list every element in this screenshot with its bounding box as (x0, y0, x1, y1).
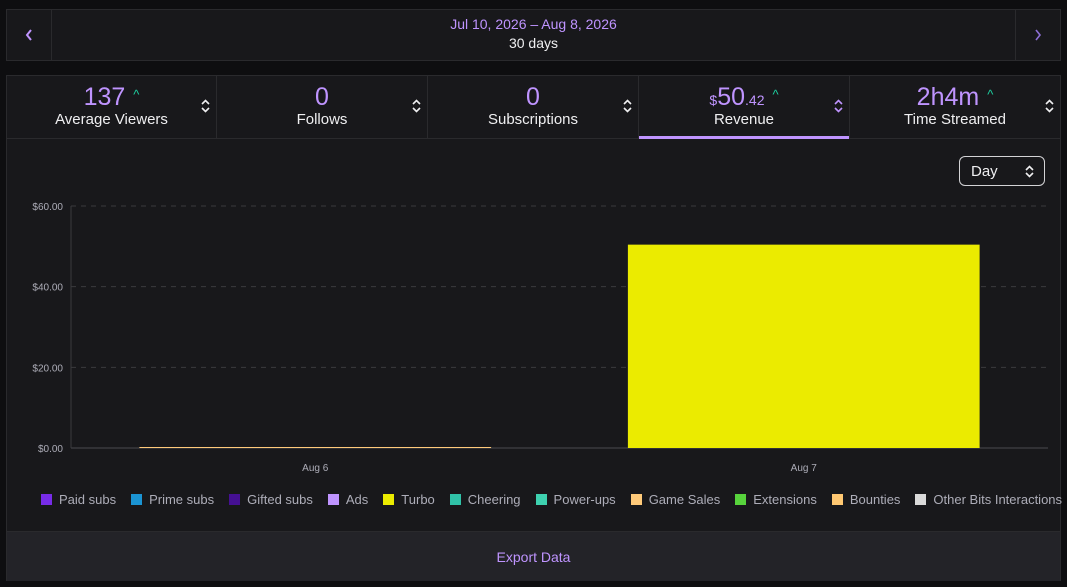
metric-label: Average Viewers (55, 111, 168, 128)
previous-period-button[interactable] (7, 10, 52, 60)
legend-swatch (229, 493, 241, 505)
legend-label: Ads (345, 491, 369, 507)
metric-currency: $ (709, 92, 718, 108)
metric-label: Time Streamed (904, 111, 1006, 128)
legend-label: Gifted subs (247, 491, 313, 507)
legend-swatch (630, 493, 642, 505)
legend-label: Extensions (753, 491, 817, 507)
legend-swatch (915, 493, 927, 505)
y-tick-label: $60.00 (32, 202, 63, 213)
legend-item[interactable]: Bounties (831, 491, 901, 507)
metric-value: 0 (315, 83, 329, 111)
date-range-display: Jul 10, 2026 – Aug 8, 2026 30 days (7, 16, 1060, 53)
metric-label: Follows (296, 111, 348, 128)
metric-value: 50 (717, 83, 746, 111)
chevron-right-icon (1035, 29, 1042, 41)
legend-swatch (383, 493, 395, 505)
legend-swatch (831, 493, 843, 505)
metric-tab-follows[interactable]: 0 Follows (217, 76, 428, 138)
legend-swatch (327, 493, 339, 505)
metric-cents: .42 (745, 92, 765, 108)
bar-turbo (627, 244, 980, 448)
date-range-bar: Jul 10, 2026 – Aug 8, 2026 30 days (6, 9, 1061, 61)
metric-tab-revenue[interactable]: $ 50 .42 ^ Revenue (639, 76, 850, 139)
interval-select[interactable]: Day (959, 156, 1045, 186)
metric-value: 0 (526, 83, 540, 111)
interval-select-value: Day (971, 162, 998, 180)
metric-tab-subscriptions[interactable]: 0 Subscriptions (428, 76, 639, 138)
bar-game-sales (139, 447, 492, 448)
legend-swatch (735, 493, 747, 505)
metric-value: 2h4m (916, 83, 980, 111)
y-tick-label: $0.00 (38, 444, 63, 455)
chevron-left-icon (25, 29, 32, 41)
export-data-button[interactable]: Export Data (7, 531, 1060, 581)
legend-item[interactable]: Paid subs (41, 492, 116, 507)
legend-item[interactable]: Other Bits Interactions (915, 492, 1062, 507)
legend-item[interactable]: Turbo (383, 491, 435, 507)
legend-item[interactable]: Extensions (735, 492, 817, 507)
legend-item[interactable]: Power-ups (535, 491, 616, 507)
sort-icon (412, 99, 421, 113)
caret-up-icon: ^ (772, 86, 779, 102)
metric-tab-average-viewers[interactable]: 137 ^ Average Viewers (7, 76, 217, 138)
legend-item[interactable]: Gifted subs (229, 492, 313, 507)
legend-swatch (41, 493, 52, 505)
metric-tab-time-streamed[interactable]: 2h4m ^ Time Streamed (850, 76, 1060, 138)
legend-swatch (131, 493, 143, 505)
legend-label: Power-ups (553, 491, 616, 507)
y-tick-label: $40.00 (32, 283, 63, 294)
legend-label: Paid subs (59, 491, 117, 507)
legend-item[interactable]: Ads (327, 491, 369, 507)
sort-icon (834, 99, 843, 113)
legend-label: Other Bits Interactions (933, 491, 1063, 507)
legend-swatch (449, 493, 461, 505)
sort-icon (201, 99, 210, 113)
metric-tabs: 137 ^ Average Viewers 0 Follows 0 Subscr… (7, 76, 1060, 139)
x-tick-label: Aug 6 (302, 463, 329, 474)
y-tick-label: $20.00 (32, 363, 63, 374)
sort-icon (1045, 99, 1054, 113)
chart-legend: Paid subs Prime subs Gifted subs Ads Turbo Ch… (41, 491, 1067, 507)
analytics-panel: 137 ^ Average Viewers 0 Follows 0 Subscr… (6, 75, 1062, 581)
caret-up-icon: ^ (987, 86, 994, 102)
x-tick-label: Aug 7 (791, 463, 818, 474)
select-arrows-icon (1025, 165, 1034, 178)
legend-label: Turbo (401, 491, 435, 507)
caret-up-icon: ^ (133, 86, 140, 102)
legend-item[interactable]: Game Sales (630, 491, 721, 507)
metric-value: 137 (83, 83, 126, 111)
legend-label: Bounties (849, 491, 901, 507)
metric-label: Subscriptions (487, 111, 579, 128)
date-range-label: Jul 10, 2026 – Aug 8, 2026 (450, 16, 617, 32)
date-range-days: 30 days (508, 35, 559, 51)
legend-swatch (535, 493, 547, 505)
revenue-chart: $0.00 $20.00 $40.00 $60.00 Aug 6 Aug 7 (32, 202, 1048, 474)
sort-icon (623, 99, 632, 113)
legend-item[interactable]: Prime subs (131, 492, 214, 507)
legend-label: Game Sales (648, 491, 721, 507)
legend-label: Prime subs (149, 491, 215, 507)
legend-item[interactable]: Cheering (449, 491, 521, 507)
legend-label: Cheering (467, 491, 521, 507)
metric-label: Revenue (713, 111, 775, 128)
next-period-button[interactable] (1015, 10, 1060, 60)
